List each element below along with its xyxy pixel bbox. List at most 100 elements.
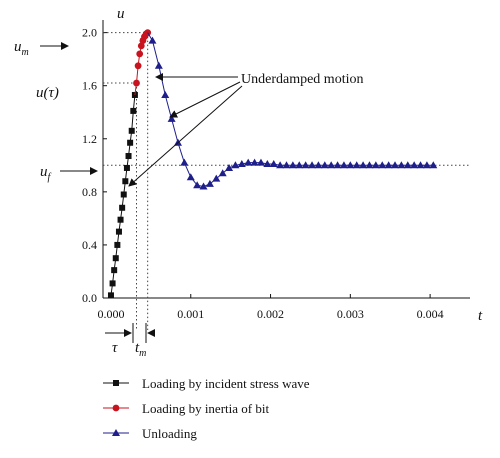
x-tick-label: 0.003 <box>337 307 364 321</box>
data-point <box>231 161 240 169</box>
series-line <box>147 32 434 188</box>
legend-item: Loading by inertia of bit <box>103 401 269 416</box>
u-m-sub: m <box>22 47 29 58</box>
data-point <box>378 161 387 169</box>
data-point <box>120 191 127 198</box>
data-point <box>397 161 406 169</box>
t-m-sub: m <box>139 348 146 359</box>
u-m-annotation: um <box>14 39 69 58</box>
y-tick-label: 2.0 <box>82 26 97 40</box>
data-point <box>269 159 278 167</box>
data-point <box>154 61 163 69</box>
data-point <box>115 228 122 235</box>
x-axis-label: t <box>478 308 483 324</box>
x-tick-label: 0.000 <box>97 307 124 321</box>
series-layer <box>107 29 438 299</box>
data-point <box>212 174 221 182</box>
series-circle <box>133 29 152 96</box>
y-tick-label: 1.2 <box>82 132 97 146</box>
data-point <box>107 292 114 299</box>
legend-marker <box>112 404 120 412</box>
legend-marker <box>112 429 120 436</box>
data-point <box>136 50 144 58</box>
data-point <box>119 204 126 211</box>
data-point <box>429 161 438 169</box>
reference-lines <box>103 32 470 330</box>
data-point <box>288 161 297 169</box>
underdamped-annotation: Underdamped motion <box>128 72 363 187</box>
y-tick-label: 0.4 <box>82 238 97 252</box>
data-point <box>111 267 118 274</box>
y-tick-label: 0.0 <box>82 291 97 305</box>
data-point <box>180 158 189 166</box>
underdamped-label: Underdamped motion <box>241 72 363 87</box>
data-point <box>339 161 348 169</box>
u-f-annotation: uf <box>40 164 98 183</box>
x-ticks: 0.000 0.001 0.002 0.003 0.004 <box>97 294 444 321</box>
data-point <box>125 153 132 160</box>
data-point <box>127 139 134 146</box>
legend-label: Loading by incident stress wave <box>142 376 310 391</box>
y-ticks: 0.0 0.4 0.8 1.2 1.6 2.0 <box>82 26 107 305</box>
underdamped-arrow-3 <box>128 85 243 187</box>
u-f-label: u <box>40 164 48 180</box>
underdamped-arrow-2 <box>169 81 241 118</box>
data-point <box>346 161 355 169</box>
data-point <box>199 182 208 190</box>
data-point <box>122 178 129 185</box>
y-tick-label: 0.8 <box>82 185 97 199</box>
legend-label: Loading by inertia of bit <box>142 401 269 416</box>
legend: Loading by incident stress wave Loading b… <box>103 376 310 441</box>
svg-text:um: um <box>14 39 29 58</box>
data-point <box>327 161 336 169</box>
series-triangle <box>147 32 438 190</box>
svg-text:tm: tm <box>135 340 146 359</box>
u-tau-annotation: u(τ) <box>36 85 59 101</box>
data-point <box>250 158 259 166</box>
data-point <box>371 161 380 169</box>
t-m-label: t <box>135 340 140 356</box>
x-tick-label: 0.002 <box>257 307 284 321</box>
series-line <box>110 94 136 296</box>
x-tick-label: 0.001 <box>177 307 204 321</box>
svg-text:uf: uf <box>40 164 52 183</box>
data-point <box>295 161 304 169</box>
data-point <box>133 79 140 87</box>
data-point <box>359 161 368 169</box>
time-markers: τ tm <box>105 323 155 359</box>
data-point <box>237 159 246 167</box>
data-point <box>256 158 265 166</box>
data-point <box>416 161 425 169</box>
data-point <box>308 161 317 169</box>
data-point <box>352 161 361 169</box>
data-point <box>320 161 329 169</box>
data-point <box>193 181 202 189</box>
data-point <box>205 179 214 187</box>
data-point <box>218 169 227 177</box>
u-tau-label: u(τ) <box>36 85 59 101</box>
data-point <box>225 163 234 171</box>
legend-item: Unloading <box>103 426 197 441</box>
x-tick-label: 0.004 <box>417 307 444 321</box>
series-square <box>107 91 138 299</box>
legend-marker <box>113 380 119 386</box>
data-point <box>333 161 342 169</box>
data-point <box>117 216 124 223</box>
data-point <box>282 161 291 169</box>
data-point <box>161 90 170 98</box>
data-point <box>301 161 310 169</box>
data-point <box>128 127 135 134</box>
data-point <box>403 161 412 169</box>
data-point <box>134 62 142 70</box>
data-point <box>391 161 400 169</box>
y-tick-label: 1.6 <box>82 79 97 93</box>
data-point <box>422 161 431 169</box>
u-f-sub: f <box>48 172 52 183</box>
data-point <box>410 161 419 169</box>
legend-item: Loading by incident stress wave <box>103 376 310 391</box>
data-point <box>263 159 272 167</box>
tau-label: τ <box>112 340 118 356</box>
data-point <box>123 164 130 171</box>
data-point <box>384 161 393 169</box>
